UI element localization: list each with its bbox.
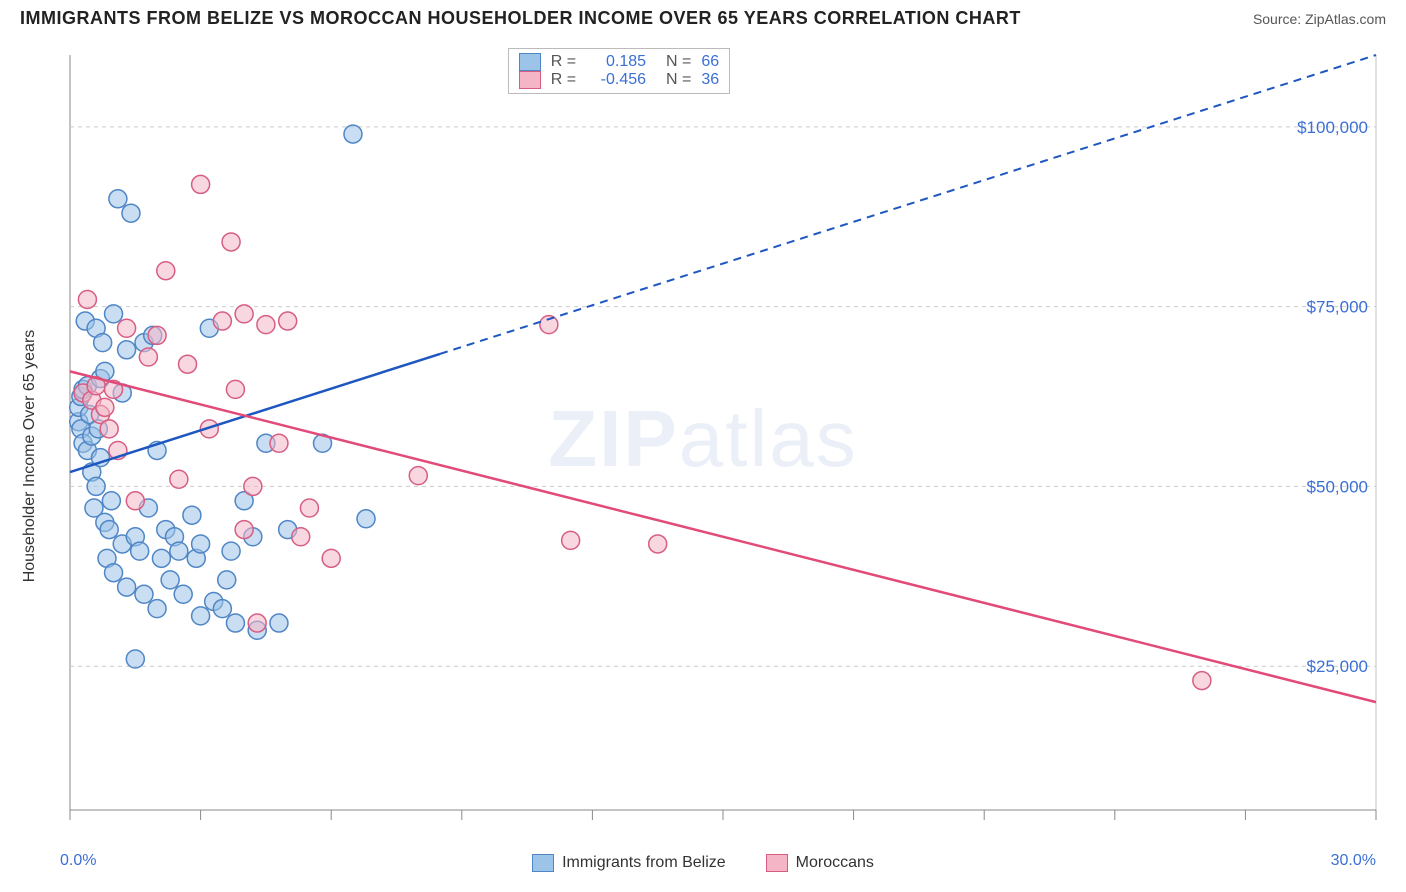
stats-r-value: 0.185 <box>586 53 646 71</box>
chart-title: IMMIGRANTS FROM BELIZE VS MOROCCAN HOUSE… <box>20 8 1021 29</box>
source-label: Source: ZipAtlas.com <box>1253 11 1386 27</box>
stats-n-label: N = <box>666 71 691 89</box>
stats-swatch <box>519 53 541 71</box>
legend-item: Moroccans <box>766 854 874 872</box>
legend: Immigrants from Belize Moroccans <box>20 854 1386 872</box>
stats-n-value: 66 <box>701 53 719 71</box>
scatter-chart: $25,000 $50,000 $75,000 $100,000 <box>20 40 1386 872</box>
svg-text:$75,000: $75,000 <box>1307 298 1368 317</box>
header: IMMIGRANTS FROM BELIZE VS MOROCCAN HOUSE… <box>0 0 1406 33</box>
stats-box: R = 0.185 N = 66 R = -0.456 N = 36 <box>508 48 730 94</box>
stats-r-label: R = <box>551 53 576 71</box>
stats-r-value: -0.456 <box>586 71 646 89</box>
legend-label: Immigrants from Belize <box>562 854 726 871</box>
stats-row: R = 0.185 N = 66 <box>519 53 719 71</box>
svg-text:$25,000: $25,000 <box>1307 657 1368 676</box>
legend-item: Immigrants from Belize <box>532 854 726 872</box>
stats-swatch <box>519 71 541 89</box>
svg-text:$50,000: $50,000 <box>1307 477 1368 496</box>
stats-row: R = -0.456 N = 36 <box>519 71 719 89</box>
legend-swatch <box>532 854 554 872</box>
legend-swatch <box>766 854 788 872</box>
legend-label: Moroccans <box>796 854 874 871</box>
chart-container: Householder Income Over 65 years ZIPatla… <box>20 40 1386 872</box>
svg-text:$100,000: $100,000 <box>1297 118 1368 137</box>
stats-n-label: N = <box>666 53 691 71</box>
stats-r-label: R = <box>551 71 576 89</box>
y-axis-label: Householder Income Over 65 years <box>21 330 39 583</box>
stats-n-value: 36 <box>701 71 719 89</box>
